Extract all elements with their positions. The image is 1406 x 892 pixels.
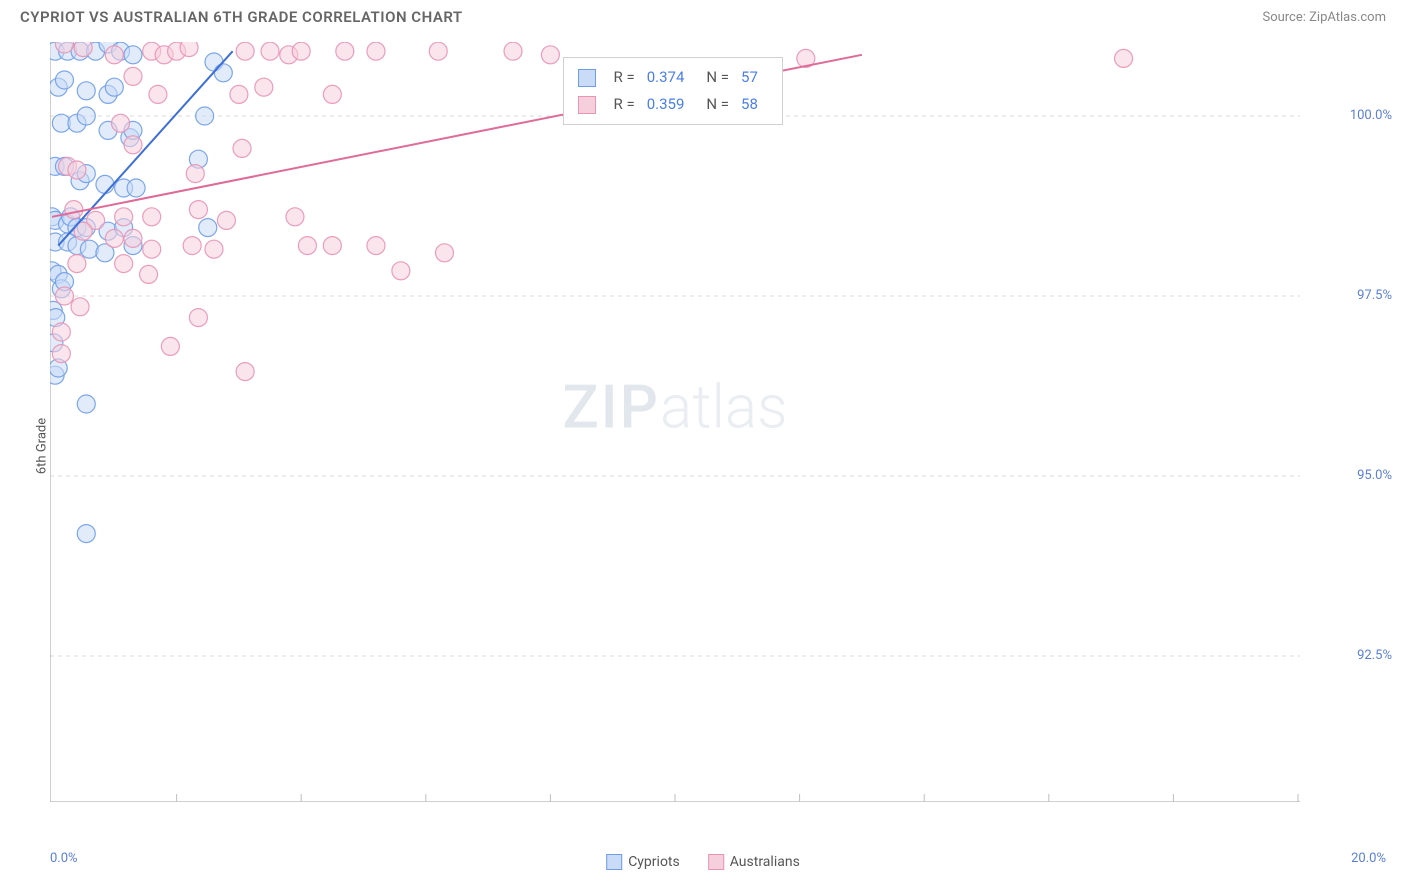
chart-title: CYPRIOT VS AUSTRALIAN 6TH GRADE CORRELAT… xyxy=(20,8,463,26)
x-axis-max-label: 20.0% xyxy=(1351,851,1386,866)
n-label: N = xyxy=(706,64,729,91)
r-label: R = xyxy=(614,64,635,91)
legend-bottom: Cypriots Australians xyxy=(606,854,800,870)
r-label: R = xyxy=(614,91,635,118)
title-row: CYPRIOT VS AUSTRALIAN 6TH GRADE CORRELAT… xyxy=(0,0,1406,30)
stats-row: R = 0.359 N = 58 xyxy=(578,91,768,118)
series-swatch xyxy=(578,96,596,114)
source-label: Source: ZipAtlas.com xyxy=(1262,10,1386,25)
x-axis-min-label: 0.0% xyxy=(50,851,78,866)
y-tick-label: 92.5% xyxy=(1312,648,1392,663)
legend-item: Australians xyxy=(708,854,800,870)
legend-label: Australians xyxy=(730,854,800,870)
n-value: 57 xyxy=(741,64,758,91)
y-tick-label: 97.5% xyxy=(1312,288,1392,303)
y-tick-label: 100.0% xyxy=(1312,108,1392,123)
stats-legend-box: R = 0.374 N = 57 R = 0.359 N = 58 xyxy=(563,57,783,125)
y-tick-label: 95.0% xyxy=(1312,468,1392,483)
y-axis-label: 6th Grade xyxy=(35,418,50,474)
legend-swatch xyxy=(606,854,622,870)
series-swatch xyxy=(578,69,596,87)
stats-row: R = 0.374 N = 57 xyxy=(578,64,768,91)
scatter-plot-svg xyxy=(50,42,1300,802)
legend-swatch xyxy=(708,854,724,870)
n-value: 58 xyxy=(741,91,758,118)
r-value: 0.359 xyxy=(647,91,685,118)
n-label: N = xyxy=(706,91,729,118)
r-value: 0.374 xyxy=(647,64,685,91)
legend-label: Cypriots xyxy=(628,854,680,870)
chart-plot-area: ZIPatlas R =0.374N =57R =0.359N =58 92.5… xyxy=(50,42,1300,802)
legend-item: Cypriots xyxy=(606,854,680,870)
chart-container: CYPRIOT VS AUSTRALIAN 6TH GRADE CORRELAT… xyxy=(0,0,1406,892)
